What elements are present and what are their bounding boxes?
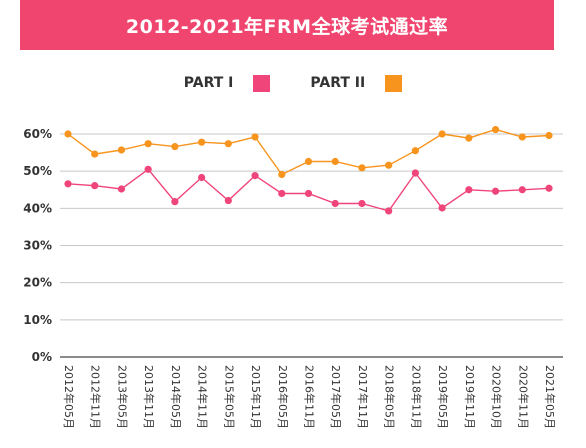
x-tick-label: 2014年05月	[169, 365, 183, 429]
data-point-part2	[144, 140, 152, 148]
data-point-part1	[224, 196, 232, 205]
title-banner: 2012-2021年FRM全球考试通过率	[20, 0, 554, 50]
x-tick-label: 2018年11月	[409, 365, 423, 429]
x-tick-label: 2018年05月	[383, 365, 397, 429]
data-point-part1	[198, 173, 206, 182]
x-tick-label: 2012年05月	[62, 365, 76, 429]
data-point-part1	[91, 182, 99, 190]
data-point-part1	[438, 204, 446, 212]
y-tick-label: 60%	[23, 127, 52, 141]
y-tick-label: 10%	[23, 313, 52, 327]
x-tick-label: 2013年11月	[142, 365, 156, 429]
x-tick-label: 2015年11月	[249, 365, 263, 429]
y-tick-label: 20%	[23, 276, 52, 290]
legend: PART I PART II	[0, 72, 586, 94]
x-tick-label: 2020年11月	[516, 365, 530, 429]
data-point-part2	[117, 146, 126, 154]
data-point-part1	[491, 187, 500, 195]
data-point-part1	[64, 180, 72, 188]
data-point-part1	[251, 172, 259, 180]
x-tick-label: 2017年05月	[329, 365, 343, 429]
legend-swatch-part1	[253, 74, 271, 92]
x-tick-label: 2019年05月	[436, 365, 450, 429]
x-tick-label: 2016年11月	[303, 365, 317, 429]
data-point-part1	[545, 184, 553, 192]
data-point-part2	[518, 133, 526, 141]
x-tick-label: 2012年11月	[89, 365, 103, 429]
data-point-part1	[411, 169, 419, 177]
y-tick-label: 0%	[32, 350, 52, 364]
data-point-part2	[64, 130, 72, 138]
data-point-part1	[144, 165, 152, 173]
data-point-part2	[438, 130, 446, 138]
series-line-part2	[67, 128, 550, 176]
data-point-part2	[304, 157, 313, 166]
data-point-part1	[331, 199, 339, 208]
y-tick-label: 50%	[23, 164, 52, 178]
data-point-part1	[518, 186, 526, 194]
data-point-part2	[171, 143, 179, 151]
data-point-part2	[198, 138, 206, 146]
data-point-part2	[278, 170, 286, 179]
y-tick-label: 40%	[23, 201, 52, 215]
legend-item-part2: PART II	[310, 74, 403, 92]
data-point-part2	[411, 147, 419, 155]
legend-label-part2: PART II	[310, 75, 366, 91]
legend-item-part1: PART I	[183, 74, 271, 92]
x-tick-label: 2017年11月	[356, 365, 370, 429]
data-point-part2	[224, 140, 232, 148]
data-point-part2	[385, 161, 393, 169]
x-tick-label: 2019年11月	[463, 365, 477, 429]
x-tick-label: 2015年05月	[222, 365, 236, 429]
data-point-part2	[331, 157, 339, 166]
data-point-part1	[278, 189, 286, 198]
x-tick-label: 2014年11月	[196, 365, 210, 429]
x-tick-label: 2020年10月	[490, 365, 504, 429]
data-point-part1	[385, 207, 393, 215]
data-point-part2	[465, 134, 473, 142]
chart-title: 2012-2021年FRM全球考试通过率	[125, 15, 449, 38]
data-point-part2	[491, 125, 500, 134]
data-point-part2	[251, 133, 259, 141]
legend-swatch-part2	[385, 74, 403, 92]
x-tick-label: 2021年05月	[543, 365, 557, 429]
legend-label-part1: PART I	[183, 75, 234, 91]
x-tick-label: 2016年05月	[276, 365, 290, 429]
y-tick-label: 30%	[23, 239, 52, 253]
data-point-part1	[465, 186, 473, 194]
data-point-part1	[117, 185, 126, 193]
data-point-part2	[91, 150, 99, 158]
data-point-part1	[358, 199, 366, 208]
data-point-part1	[171, 198, 179, 206]
data-point-part1	[304, 189, 313, 198]
data-point-part2	[358, 164, 366, 172]
data-point-part2	[545, 131, 553, 140]
x-tick-label: 2013年05月	[115, 365, 129, 429]
